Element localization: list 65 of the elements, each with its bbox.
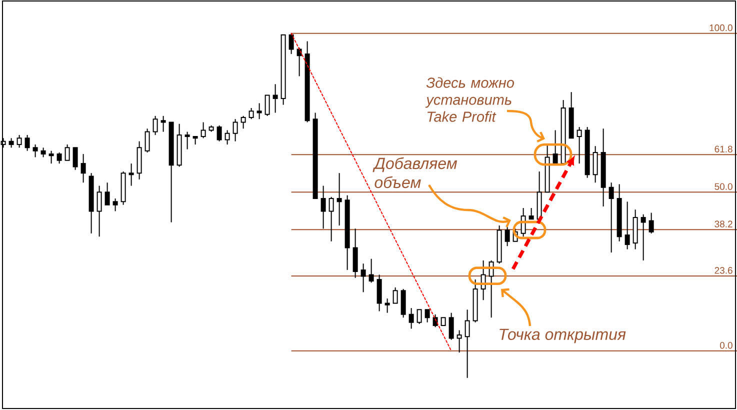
candlestick (528, 208, 534, 220)
candlestick (216, 124, 222, 142)
candlestick (640, 214, 646, 261)
candlestick (96, 185, 102, 238)
candlestick (608, 182, 614, 253)
candlestick (400, 288, 406, 318)
annotation: Здесь можно установить Take Profit (425, 77, 514, 122)
candlestick (424, 309, 430, 323)
annotation: Добавляем объем (372, 157, 458, 188)
candlestick (464, 309, 470, 378)
candlestick (32, 144, 38, 158)
candlestick (8, 138, 14, 148)
candlestick (72, 147, 78, 170)
candlestick (392, 286, 398, 304)
candlestick (24, 134, 30, 152)
candlestick (272, 84, 278, 114)
candlestick (256, 102, 262, 120)
candlestick (456, 330, 462, 354)
candlestick (368, 258, 374, 284)
candlestick (200, 122, 206, 139)
ref-line-label: 0.0 (720, 342, 732, 349)
candlestick (448, 312, 454, 340)
candlestick (320, 185, 326, 230)
candlestick (296, 47, 302, 77)
candlestick (576, 126, 582, 164)
candlestick (144, 128, 150, 153)
candlestick (248, 107, 254, 120)
ref-line-label: 50.0 (714, 183, 732, 190)
ref-line-label: 38.2 (714, 220, 732, 228)
candlestick (160, 115, 166, 132)
candlestick (224, 130, 230, 145)
candlestick (408, 308, 414, 330)
candlestick (112, 198, 118, 212)
candlestick (16, 134, 22, 148)
candlestick (360, 263, 366, 293)
candlestick (288, 32, 294, 54)
ref-line-label: 61.8 (714, 146, 732, 152)
candlestick (552, 130, 558, 164)
ref-line-label: 100.0 (710, 24, 732, 32)
candlestick (128, 163, 134, 186)
candlestick (328, 196, 334, 242)
candlestick (624, 201, 630, 250)
candlestick (648, 212, 654, 234)
candlestick (376, 274, 382, 312)
candlestick (40, 147, 46, 158)
ref-line-label: 23.6 (714, 267, 732, 274)
candlestick (336, 172, 342, 226)
annotation: Точка открытия (500, 328, 626, 344)
candlestick (504, 226, 510, 247)
candlestick (104, 182, 110, 206)
candlestick (152, 115, 158, 136)
candlestick (264, 94, 270, 116)
candlestick (80, 154, 86, 184)
candlestick (416, 309, 422, 324)
candlestick (56, 152, 62, 164)
candlestick (520, 208, 526, 238)
candlestick (384, 298, 390, 314)
candlestick (240, 115, 246, 130)
candlestick (352, 228, 358, 278)
candlestick (48, 150, 54, 164)
candlestick (592, 146, 598, 184)
candlestick (184, 131, 190, 150)
candlestick (64, 144, 70, 161)
candlestick (232, 118, 238, 142)
candlestick (432, 314, 438, 328)
